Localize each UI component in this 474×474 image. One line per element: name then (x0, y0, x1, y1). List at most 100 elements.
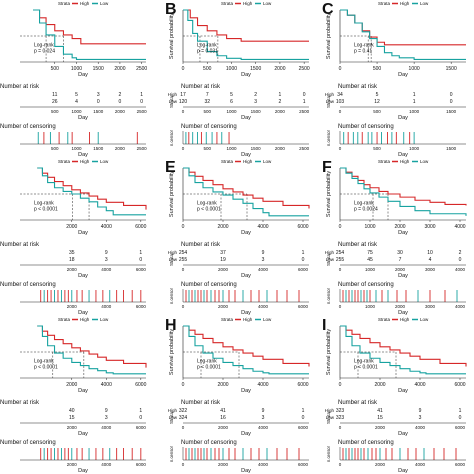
risk-value-high: 1 (413, 92, 416, 98)
km-curve-low (340, 325, 466, 375)
risk-value-low: 323 (336, 415, 345, 421)
legend-title: Strata (378, 1, 391, 6)
x-tick-label: 0 (182, 66, 185, 72)
risk-strata-axis: Strata (326, 254, 331, 267)
risk-row-label-low: Low (169, 415, 178, 420)
logrank-label: Log-rank (197, 42, 217, 48)
x-axis-title: Day (398, 230, 408, 236)
legend-label-high: High (80, 159, 90, 164)
risk-value-high: 11 (52, 92, 57, 98)
x-tick-label: 3000 (424, 224, 435, 230)
risk-value-high: 7 (206, 92, 209, 98)
legend-title: Strata (221, 159, 234, 164)
risk-value-high: 254 (336, 250, 345, 256)
legend-label-high: High (80, 1, 90, 6)
censor-tick-label: 6000 (136, 462, 147, 467)
censor-y-axis: n.censor (326, 445, 331, 462)
risk-value-high: 10 (427, 250, 433, 256)
risk-table-title: Number at risk (338, 242, 378, 248)
censor-tick-label: 500 (373, 146, 381, 151)
censor-tick-label: 2000 (275, 146, 286, 151)
legend-label-high: High (243, 159, 253, 164)
legend-label-low: Low (263, 317, 272, 322)
x-tick-label: 2000 (66, 382, 77, 388)
risk-value-low: 4 (75, 99, 78, 105)
risk-tick-label: 1000 (71, 109, 82, 114)
km-curve-high (340, 9, 466, 46)
risk-tick-label: 500 (203, 109, 211, 114)
censor-title: Number of censoring (338, 124, 394, 130)
x-tick-label: 4000 (454, 224, 465, 230)
km-curve-low (340, 9, 466, 60)
censor-axis-title: Day (241, 310, 251, 316)
risk-value-low: 15 (377, 415, 383, 421)
km-curve-high (37, 325, 147, 368)
risk-value-high: 5 (75, 92, 78, 98)
risk-value-high: 5 (376, 92, 379, 98)
risk-tick-label: 4000 (258, 267, 269, 272)
risk-value-high: 2 (459, 250, 462, 256)
legend-label-high: High (243, 1, 253, 6)
risk-tick-label: 2000 (395, 267, 406, 272)
censor-tick-label: 6000 (298, 304, 309, 309)
y-axis-label: Survival probability (169, 171, 175, 217)
risk-value-low: 1 (303, 99, 306, 105)
risk-row-label-high: High (325, 92, 335, 97)
risk-table-title: Number at risk (181, 242, 221, 248)
legend-title: Strata (58, 317, 71, 322)
legend-label-low: Low (420, 1, 429, 6)
censor-axis-title: Day (241, 468, 251, 474)
p-value-label: p = 0.024 (34, 48, 55, 54)
censor-title: Number of censoring (338, 440, 394, 446)
censor-tick-label: 1500 (251, 146, 262, 151)
risk-value-high: 0 (450, 92, 453, 98)
logrank-label: Log-rank (197, 358, 217, 364)
x-tick-label: 4000 (257, 382, 268, 388)
censor-axis-title: Day (78, 468, 88, 474)
risk-value-high: 40 (69, 408, 75, 414)
risk-axis-title: Day (241, 273, 251, 279)
risk-strata-axis: Strata (169, 96, 174, 109)
risk-value-low: 45 (367, 257, 373, 263)
censor-tick-label: 4000 (258, 304, 269, 309)
risk-tick-label: 2000 (218, 425, 229, 430)
censor-title: Number of censoring (338, 282, 394, 288)
risk-tick-label: 2000 (275, 109, 286, 114)
x-axis-title: Day (78, 388, 88, 394)
risk-tick-label: 1000 (365, 267, 376, 272)
risk-tick-label: 500 (51, 109, 59, 114)
x-tick-label: 1000 (364, 224, 375, 230)
risk-table-title: Number at risk (0, 242, 40, 248)
risk-strata-axis: Strata (326, 96, 331, 109)
censor-tick-label: 1000 (365, 304, 376, 309)
risk-value-low: 6 (230, 99, 233, 105)
panel-label: C (322, 1, 334, 18)
censor-tick-label: 3000 (425, 304, 436, 309)
risk-tick-label: 6000 (136, 267, 147, 272)
km-curve-high (183, 325, 310, 367)
legend-label-low: Low (420, 159, 429, 164)
risk-value-high: 2 (254, 92, 257, 98)
risk-value-high: 254 (179, 250, 188, 256)
km-curve-low (183, 9, 309, 60)
legend-label-high: High (400, 1, 410, 6)
x-tick-label: 500 (373, 66, 382, 72)
risk-table-title: Number at risk (181, 84, 221, 90)
censor-tick-label: 0 (339, 462, 342, 467)
risk-value-high: 41 (220, 408, 226, 414)
risk-value-low: 3 (262, 415, 265, 421)
x-tick-label: 2000 (274, 66, 285, 72)
risk-value-low: 0 (139, 415, 142, 421)
legend-label-high: High (400, 159, 410, 164)
risk-table-title: Number at risk (0, 400, 40, 406)
x-tick-label: 6000 (297, 382, 308, 388)
x-tick-label: 2000 (217, 382, 228, 388)
censor-title: Number of censoring (0, 282, 56, 288)
censor-tick-label: 4000 (455, 304, 466, 309)
risk-value-low: 19 (220, 257, 226, 263)
risk-axis-title: Day (78, 115, 88, 121)
km-curve-high (183, 9, 309, 42)
risk-tick-label: 500 (373, 109, 381, 114)
x-tick-label: 6000 (135, 224, 146, 230)
risk-value-high: 34 (337, 92, 343, 98)
